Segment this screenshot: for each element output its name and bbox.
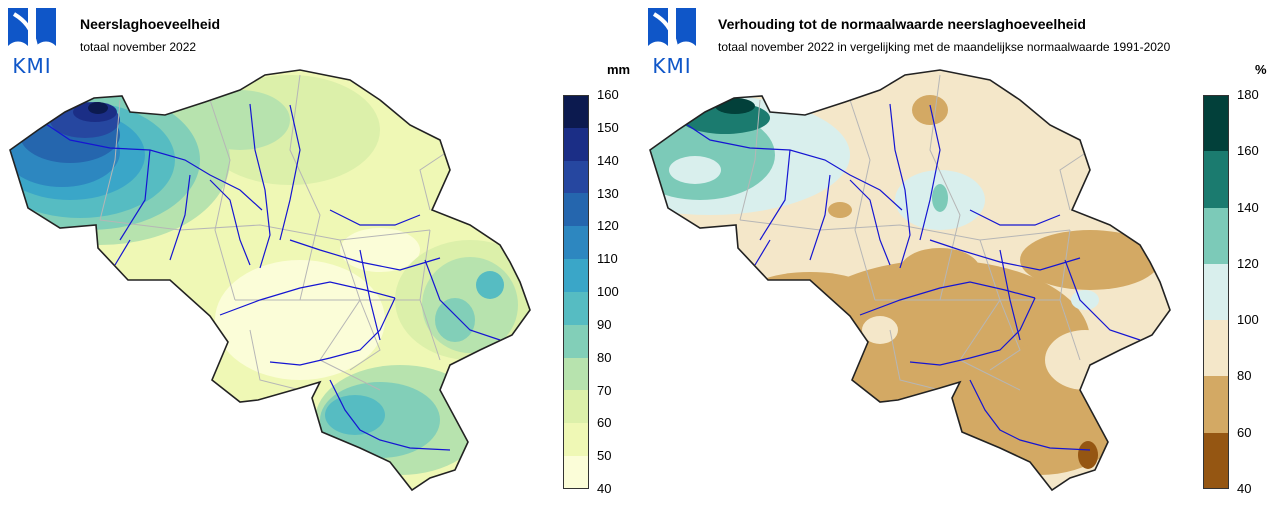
legend-tick-label: 180 — [1237, 87, 1259, 102]
legend-tick-label: 40 — [1237, 481, 1252, 496]
ratio-map — [649, 69, 1171, 491]
legend-tick-label: 70 — [597, 382, 612, 398]
colorbar-swatch — [1203, 320, 1229, 377]
legend-tick-label: 50 — [597, 448, 612, 464]
legend-tick-label: 160 — [597, 87, 619, 102]
kmi-logo: KMI — [646, 6, 698, 78]
map-subtitle: totaal november 2022 — [80, 40, 197, 54]
colorbar-swatch — [1203, 95, 1229, 152]
precipitation-legend: mm 160 150 140 130 120 110 100 90 80 70 60 50 40 — [555, 62, 635, 500]
legend-tick-label: 60 — [597, 415, 612, 431]
colorbar-swatch — [563, 456, 589, 489]
legend-tick-label: 100 — [597, 284, 619, 299]
colorbar-swatch — [563, 423, 589, 457]
colorbar-swatch — [563, 259, 589, 292]
colorbar-swatch — [563, 226, 589, 260]
legend-tick-label: 150 — [597, 119, 619, 135]
legend-unit: mm — [607, 62, 631, 77]
colorbar-swatch — [1203, 151, 1229, 208]
colorbar-swatch — [1203, 432, 1229, 489]
colorbar-swatch — [563, 193, 589, 227]
legend-tick-label: 90 — [597, 316, 612, 332]
legend-tick-label: 140 — [597, 152, 619, 168]
precipitation-map — [9, 69, 531, 491]
colorbar-swatch — [1203, 207, 1229, 264]
colorbar-swatch — [563, 95, 589, 128]
legend-tick-label: 80 — [597, 349, 612, 365]
colorbar-swatch — [563, 390, 589, 424]
map-subtitle: totaal november 2022 in vergelijking met… — [718, 40, 1171, 54]
legend-tick-label: 130 — [597, 185, 619, 201]
colorbar-swatch — [563, 357, 589, 391]
colorbar-swatch — [563, 160, 589, 194]
legend-tick-label: 60 — [1237, 424, 1252, 440]
legend-tick-label: 120 — [1237, 255, 1259, 271]
legend-unit: % — [1255, 62, 1267, 77]
kmi-logo: KMI — [6, 6, 58, 78]
precipitation-panel: KMI Neerslaghoeveelheid totaal november … — [6, 6, 635, 500]
colorbar-swatch — [563, 324, 589, 358]
legend-tick-label: 160 — [1237, 143, 1259, 159]
legend-tick-label: 120 — [597, 218, 619, 234]
colorbar-swatch — [1203, 376, 1229, 433]
map-title: Verhouding tot de normaalwaarde neerslag… — [718, 16, 1086, 32]
ratio-panel: KMI Verhouding tot de normaalwaarde neer… — [640, 0, 1280, 507]
colorbar-swatch — [1203, 263, 1229, 321]
colorbar — [563, 95, 589, 489]
colorbar-swatch — [563, 127, 589, 161]
legend-tick-label: 110 — [597, 251, 618, 267]
map-title: Neerslaghoeveelheid — [80, 16, 221, 32]
legend-tick-label: 140 — [1237, 199, 1259, 215]
colorbar — [1203, 95, 1229, 489]
legend-tick-label: 100 — [1237, 312, 1259, 328]
legend-tick-label: 40 — [597, 481, 612, 496]
legend-tick-label: 80 — [1237, 368, 1252, 384]
colorbar-swatch — [563, 291, 589, 325]
ratio-legend: % 180 160 140 120 100 80 60 40 — [1195, 62, 1275, 500]
